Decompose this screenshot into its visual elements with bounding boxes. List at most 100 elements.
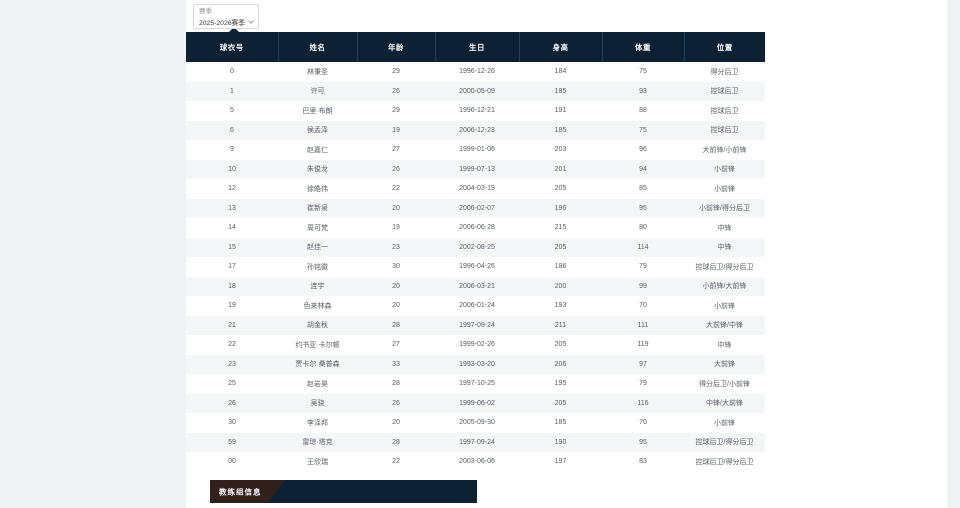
cell-name: 徐皓伟 xyxy=(307,185,328,193)
cell-height: 205 xyxy=(554,243,567,251)
table-row: 14 周可梵 19 2006-06-28 215 80 中锋 xyxy=(186,218,765,238)
cell-name: 朱俊龙 xyxy=(307,166,328,174)
cell-age: 19 xyxy=(392,126,400,134)
cell-name: 崔新泉 xyxy=(307,205,328,213)
cell-position: 中锋 xyxy=(717,224,732,232)
cell-height: 200 xyxy=(554,282,567,290)
table-row: 9 赵嘉仁 27 1999-01-06 203 96 大前锋/小前锋 xyxy=(186,140,765,160)
cell-height: 205 xyxy=(554,185,567,193)
cell-birthday: 2006-06-28 xyxy=(459,224,495,232)
season-select-value: 2025-2026赛季 xyxy=(199,19,246,27)
cell-jersey-number: 14 xyxy=(228,224,236,232)
roster-table-body: 0 林秉圣 29 1996-12-26 184 75 得分后卫 1 许可 26 … xyxy=(186,62,765,472)
header-position: 位置 xyxy=(683,32,765,62)
season-select[interactable]: 赛季 2025-2026赛季 xyxy=(193,4,259,29)
cell-height: 185 xyxy=(554,126,567,134)
cell-position: 大前锋/中锋 xyxy=(706,322,743,330)
cell-birthday: 2000-05-09 xyxy=(459,87,495,95)
cell-age: 26 xyxy=(392,399,400,407)
table-row: 26 吴骁 26 1999-06-02 205 116 中锋/大前锋 xyxy=(186,393,765,413)
cell-weight: 75 xyxy=(639,68,647,76)
chevron-down-icon xyxy=(248,17,254,24)
cell-position: 中锋/大前锋 xyxy=(706,400,743,408)
cell-name: 胡金秋 xyxy=(307,322,328,330)
cell-height: 203 xyxy=(554,146,567,154)
cell-weight: 80 xyxy=(639,224,647,232)
cell-weight: 95 xyxy=(639,204,647,212)
cell-age: 23 xyxy=(392,243,400,251)
cell-age: 20 xyxy=(392,204,400,212)
banner-accent-shape xyxy=(210,480,285,503)
cell-position: 得分后卫 xyxy=(710,68,739,76)
cell-position: 小前锋/大前锋 xyxy=(702,283,747,291)
cell-name: 赵岩昊 xyxy=(307,380,328,388)
cell-height: 184 xyxy=(554,68,567,76)
cell-birthday: 1996-12-26 xyxy=(459,68,495,76)
cell-birthday: 1997-10-25 xyxy=(459,380,495,388)
header-jersey-number: 球衣号 xyxy=(186,32,278,62)
header-age: 年龄 xyxy=(356,32,435,62)
cell-birthday: 1999-06-02 xyxy=(459,399,495,407)
cell-name: 巴里·布朗 xyxy=(302,107,333,115)
cell-name: 吴骁 xyxy=(310,400,325,408)
table-row: 18 连宇 20 2006-03-21 200 99 小前锋/大前锋 xyxy=(186,276,765,296)
cell-position: 中锋 xyxy=(717,341,732,349)
cell-birthday: 2006-03-21 xyxy=(459,282,495,290)
dropdown-pointer xyxy=(229,27,239,32)
cell-birthday: 1996-12-21 xyxy=(459,107,495,115)
cell-weight: 95 xyxy=(639,438,647,446)
table-row: 10 朱俊龙 26 1999-07-13 201 94 小前锋 xyxy=(186,159,765,179)
cell-weight: 88 xyxy=(639,107,647,115)
cell-birthday: 2006-12-23 xyxy=(459,126,495,134)
cell-jersey-number: 00 xyxy=(228,458,236,466)
cell-jersey-number: 25 xyxy=(228,380,236,388)
cell-jersey-number: 19 xyxy=(228,302,236,310)
table-row: 15 赵佳一 23 2002-08-25 205 114 中锋 xyxy=(186,237,765,257)
cell-age: 28 xyxy=(392,380,400,388)
season-select-label: 赛季 xyxy=(199,8,212,15)
cell-age: 19 xyxy=(392,224,400,232)
cell-position: 中锋 xyxy=(717,244,732,252)
cell-weight: 97 xyxy=(639,360,647,368)
cell-weight: 93 xyxy=(639,87,647,95)
cell-weight: 79 xyxy=(639,263,647,271)
table-row: 23 贾卡尔·桑普森 33 1993-03-20 206 97 大前锋 xyxy=(186,354,765,374)
cell-weight: 114 xyxy=(637,243,649,251)
table-row: 0 林秉圣 29 1996-12-26 184 75 得分后卫 xyxy=(186,62,765,82)
table-row: 5 巴里·布朗 29 1996-12-21 191 88 控球后卫 xyxy=(186,101,765,121)
cell-position: 控球后卫 xyxy=(710,88,739,96)
roster-table: 球衣号 姓名 年龄 生日 身高 体重 位置 0 林秉圣 29 1996-12-2… xyxy=(186,32,765,472)
cell-birthday: 2004-03-19 xyxy=(459,185,495,193)
table-row: 22 约书亚·卡尔顿 27 1999-02-26 205 119 中锋 xyxy=(186,335,765,355)
cell-height: 196 xyxy=(554,204,567,212)
cell-jersey-number: 18 xyxy=(228,282,236,290)
cell-name: 雷琼·塔克 xyxy=(302,439,333,447)
cell-jersey-number: 21 xyxy=(228,321,236,329)
cell-position: 小前锋 xyxy=(714,185,735,193)
cell-age: 20 xyxy=(392,302,400,310)
table-row: 12 徐皓伟 22 2004-03-19 205 85 小前锋 xyxy=(186,179,765,199)
cell-height: 201 xyxy=(554,165,567,173)
cell-name: 许可 xyxy=(310,88,325,96)
table-row: 00 王欣瑞 22 2003-06-06 197 83 控球后卫/得分后卫 xyxy=(186,452,765,472)
cell-weight: 99 xyxy=(639,282,647,290)
cell-age: 27 xyxy=(392,341,400,349)
cell-age: 20 xyxy=(392,282,400,290)
cell-position: 大前锋 xyxy=(714,361,735,369)
cell-weight: 75 xyxy=(639,126,647,134)
cell-height: 195 xyxy=(554,380,567,388)
cell-age: 22 xyxy=(392,458,400,466)
cell-weight: 116 xyxy=(637,399,649,407)
cell-weight: 70 xyxy=(639,419,647,427)
cell-birthday: 1996-04-26 xyxy=(459,263,495,271)
cell-jersey-number: 59 xyxy=(228,438,236,446)
cell-jersey-number: 30 xyxy=(228,419,236,427)
cell-age: 29 xyxy=(392,68,400,76)
cell-position: 控球后卫 xyxy=(710,127,739,135)
cell-position: 控球后卫/得分后卫 xyxy=(695,263,754,271)
table-row: 17 孙铭徽 30 1996-04-26 186 79 控球后卫/得分后卫 xyxy=(186,257,765,277)
cell-position: 控球后卫/得分后卫 xyxy=(695,458,754,466)
cell-position: 小前锋/得分后卫 xyxy=(699,205,750,213)
cell-position: 控球后卫 xyxy=(710,107,739,115)
cell-weight: 94 xyxy=(639,165,647,173)
